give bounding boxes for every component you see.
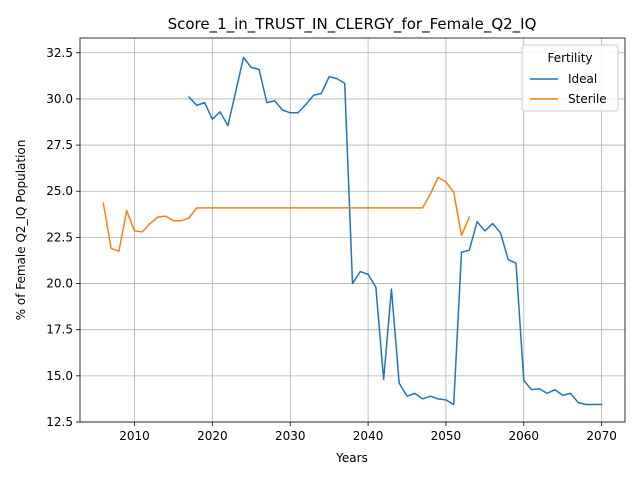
legend: Fertility Ideal Sterile xyxy=(521,44,619,112)
series-line-ideal xyxy=(187,56,603,406)
plot-frame xyxy=(79,37,626,423)
series-layer xyxy=(102,56,603,406)
y-axis-ticks: 12.5 15.0 17.5 20.0 22.5 25.0 27.5 30.0 32.5 xyxy=(46,46,80,429)
legend-label-ideal: Ideal xyxy=(568,72,597,86)
y-tick-label: 15.0 xyxy=(46,369,73,383)
y-tick-label: 25.0 xyxy=(46,184,73,198)
x-tick-label: 2020 xyxy=(197,429,228,443)
x-axis-label: Years xyxy=(335,451,368,465)
y-axis-label: % of Female Q2_IQ Population xyxy=(14,140,28,321)
x-tick-label: 2060 xyxy=(509,429,540,443)
series-line-sterile xyxy=(102,176,471,252)
legend-box xyxy=(521,44,619,112)
x-axis-ticks: 2010 2020 2030 2040 2050 2060 2070 xyxy=(119,422,617,443)
x-tick-label: 2070 xyxy=(586,429,617,443)
legend-title: Fertility xyxy=(547,51,592,65)
x-tick-label: 2010 xyxy=(119,429,150,443)
legend-label-sterile: Sterile xyxy=(568,92,607,106)
chart-title: Score_1_in_TRUST_IN_CLERGY_for_Female_Q2… xyxy=(168,15,537,34)
x-tick-label: 2050 xyxy=(431,429,462,443)
y-tick-label: 27.5 xyxy=(46,138,73,152)
y-tick-label: 12.5 xyxy=(46,415,73,429)
x-tick-label: 2040 xyxy=(353,429,384,443)
y-tick-label: 17.5 xyxy=(46,323,73,337)
x-tick-label: 2030 xyxy=(275,429,306,443)
y-tick-label: 22.5 xyxy=(46,230,73,244)
y-tick-label: 20.0 xyxy=(46,277,73,291)
y-tick-label: 30.0 xyxy=(46,92,73,106)
y-tick-label: 32.5 xyxy=(46,46,73,60)
